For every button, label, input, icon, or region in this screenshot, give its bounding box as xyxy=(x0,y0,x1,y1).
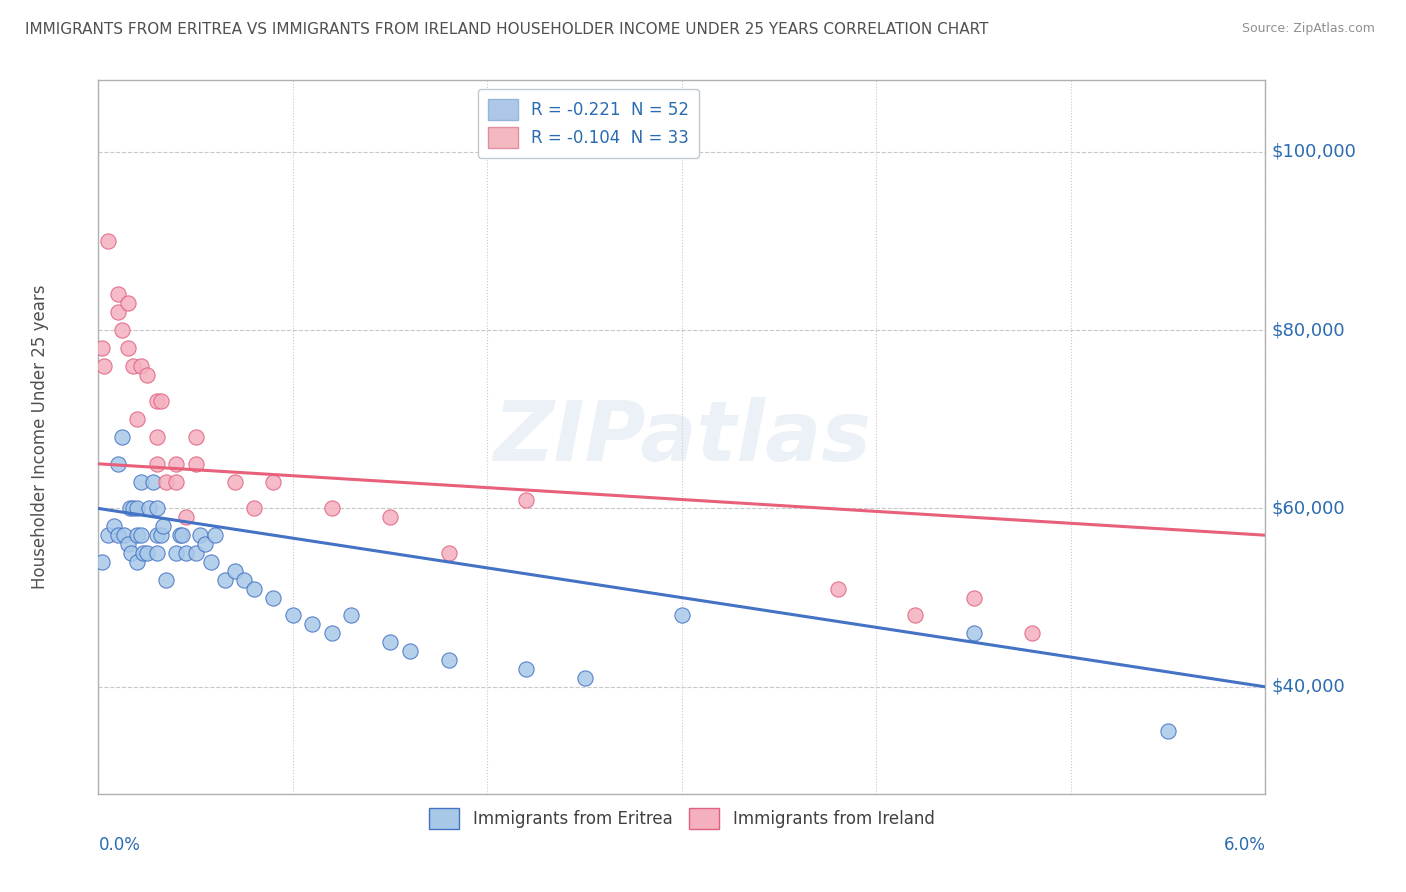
Point xyxy=(136,546,159,560)
Point xyxy=(146,430,169,444)
Point xyxy=(340,608,363,623)
Point xyxy=(127,528,149,542)
Text: ZIPatlas: ZIPatlas xyxy=(494,397,870,477)
Point xyxy=(321,626,343,640)
Text: 0.0%: 0.0% xyxy=(98,836,141,854)
Point xyxy=(146,457,169,471)
Point xyxy=(142,475,165,489)
Point xyxy=(281,608,304,623)
Point xyxy=(437,653,460,667)
Point xyxy=(117,537,139,551)
Point xyxy=(129,475,152,489)
Point xyxy=(827,582,849,596)
Point xyxy=(214,573,236,587)
Point xyxy=(103,519,125,533)
Point xyxy=(380,635,402,649)
Point xyxy=(127,412,149,426)
Point xyxy=(174,546,197,560)
Point xyxy=(155,573,177,587)
Point xyxy=(301,617,323,632)
Point xyxy=(112,528,135,542)
Point xyxy=(262,475,284,489)
Point xyxy=(262,591,284,605)
Point xyxy=(97,528,120,542)
Point xyxy=(127,555,149,569)
Point xyxy=(117,296,139,310)
Point xyxy=(122,501,145,516)
Point xyxy=(1021,626,1043,640)
Point xyxy=(107,287,129,301)
Point xyxy=(155,475,177,489)
Point xyxy=(174,510,197,524)
Point xyxy=(129,528,152,542)
Point xyxy=(184,546,207,560)
Point xyxy=(152,519,174,533)
Point xyxy=(122,359,145,373)
Point xyxy=(146,546,169,560)
Text: 6.0%: 6.0% xyxy=(1223,836,1265,854)
Point xyxy=(136,368,159,382)
Point xyxy=(200,555,222,569)
Point xyxy=(118,501,141,516)
Point xyxy=(97,234,120,248)
Text: Source: ZipAtlas.com: Source: ZipAtlas.com xyxy=(1241,22,1375,36)
Point xyxy=(91,341,114,355)
Point xyxy=(149,528,172,542)
Point xyxy=(165,475,187,489)
Point xyxy=(398,644,420,658)
Point xyxy=(107,305,129,319)
Text: $40,000: $40,000 xyxy=(1271,678,1346,696)
Point xyxy=(165,457,187,471)
Point xyxy=(127,501,149,516)
Point xyxy=(574,671,596,685)
Point xyxy=(321,501,343,516)
Point xyxy=(233,573,256,587)
Text: $80,000: $80,000 xyxy=(1271,321,1346,339)
Point xyxy=(224,564,246,578)
Text: $100,000: $100,000 xyxy=(1271,143,1357,161)
Point xyxy=(515,662,537,676)
Point xyxy=(146,394,169,409)
Point xyxy=(962,591,984,605)
Text: IMMIGRANTS FROM ERITREA VS IMMIGRANTS FROM IRELAND HOUSEHOLDER INCOME UNDER 25 Y: IMMIGRANTS FROM ERITREA VS IMMIGRANTS FR… xyxy=(25,22,988,37)
Point xyxy=(184,457,207,471)
Point xyxy=(437,546,460,560)
Point xyxy=(224,475,246,489)
Point xyxy=(121,546,143,560)
Point xyxy=(194,537,217,551)
Point xyxy=(243,501,266,516)
Text: Householder Income Under 25 years: Householder Income Under 25 years xyxy=(31,285,49,590)
Point xyxy=(380,510,402,524)
Point xyxy=(111,430,134,444)
Text: $60,000: $60,000 xyxy=(1271,500,1346,517)
Point xyxy=(515,492,537,507)
Point xyxy=(107,457,129,471)
Point xyxy=(671,608,693,623)
Point xyxy=(904,608,927,623)
Point xyxy=(188,528,211,542)
Point xyxy=(117,341,139,355)
Point xyxy=(149,394,172,409)
Point xyxy=(111,323,134,337)
Point xyxy=(132,546,155,560)
Point xyxy=(93,359,115,373)
Point xyxy=(170,528,193,542)
Point xyxy=(1157,724,1180,739)
Point xyxy=(107,528,129,542)
Point xyxy=(146,528,169,542)
Point xyxy=(243,582,266,596)
Point xyxy=(146,501,169,516)
Point xyxy=(165,546,187,560)
Point xyxy=(129,359,152,373)
Point xyxy=(204,528,226,542)
Point xyxy=(169,528,191,542)
Point xyxy=(184,430,207,444)
Point xyxy=(962,626,984,640)
Legend: Immigrants from Eritrea, Immigrants from Ireland: Immigrants from Eritrea, Immigrants from… xyxy=(419,797,945,839)
Point xyxy=(138,501,160,516)
Point xyxy=(91,555,114,569)
